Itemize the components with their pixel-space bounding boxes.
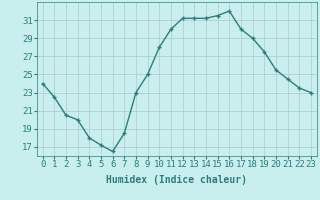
X-axis label: Humidex (Indice chaleur): Humidex (Indice chaleur) — [106, 175, 247, 185]
